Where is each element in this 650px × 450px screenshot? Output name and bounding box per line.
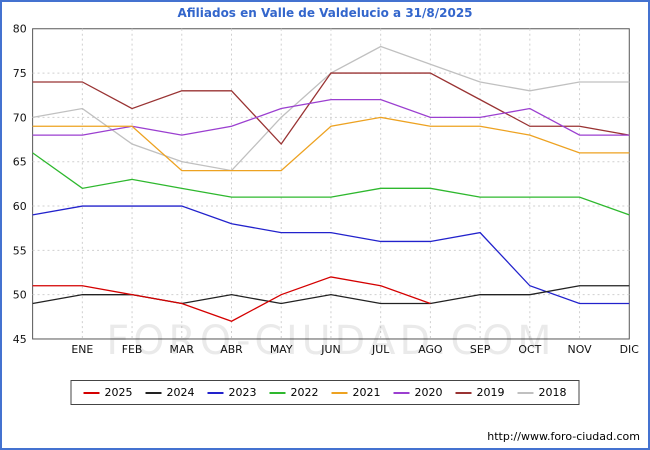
y-tick-label: 70 — [13, 111, 27, 124]
legend-year-label: 2018 — [538, 386, 567, 399]
legend-item-2025: 2025 — [83, 386, 133, 399]
y-tick-label: 65 — [13, 156, 27, 169]
y-tick-label: 55 — [13, 244, 27, 257]
x-tick-label: ABR — [220, 343, 243, 356]
series-line-2019 — [32, 72, 630, 146]
y-tick-label: 45 — [13, 333, 27, 346]
legend-line-swatch-icon — [83, 391, 100, 394]
y-tick-label: 80 — [13, 23, 27, 36]
legend-line-swatch-icon — [393, 391, 410, 394]
series-line-2022 — [32, 152, 630, 216]
legend-year-label: 2020 — [414, 386, 443, 399]
legend-year-label: 2021 — [352, 386, 381, 399]
footer-url-link[interactable]: http://www.foro-ciudad.com — [487, 430, 640, 443]
x-tick-label: MAY — [270, 343, 293, 356]
legend-item-2020: 2020 — [393, 386, 443, 399]
x-tick-label: OCT — [518, 343, 541, 356]
y-tick-label: 75 — [13, 67, 27, 80]
x-tick-label: AGO — [418, 343, 442, 356]
legend-line-swatch-icon — [455, 391, 472, 394]
legend-year-label: 2024 — [166, 386, 195, 399]
legend-item-2023: 2023 — [207, 386, 257, 399]
watermark-text: FORO-CIUDAD.COM — [106, 318, 555, 364]
legend-line-swatch-icon — [207, 391, 224, 394]
x-tick-label: MAR — [170, 343, 195, 356]
x-tick-label: SEP — [470, 343, 491, 356]
x-tick-label: ENE — [71, 343, 93, 356]
legend: 2025 2024 2023 2022 2021 2020 2019 2018 — [70, 380, 580, 405]
y-tick-label: 50 — [13, 289, 27, 302]
series-line-2021 — [32, 116, 630, 172]
legend-line-swatch-icon — [331, 391, 348, 394]
legend-item-2019: 2019 — [455, 386, 505, 399]
x-tick-label: JUN — [320, 343, 340, 356]
legend-item-2021: 2021 — [331, 386, 381, 399]
legend-year-label: 2019 — [476, 386, 505, 399]
legend-item-2022: 2022 — [269, 386, 319, 399]
x-tick-label: NOV — [568, 343, 593, 356]
legend-item-2018: 2018 — [517, 386, 567, 399]
legend-line-swatch-icon — [269, 391, 286, 394]
chart-title: Afiliados en Valle de Valdelucio a 31/8/… — [177, 6, 473, 20]
legend-year-label: 2025 — [104, 386, 133, 399]
x-tick-label: FEB — [122, 343, 143, 356]
legend-item-2024: 2024 — [145, 386, 195, 399]
legend-line-swatch-icon — [517, 391, 534, 394]
x-tick-label: DIC — [620, 343, 640, 356]
y-tick-label: 60 — [13, 200, 27, 213]
legend-year-label: 2023 — [228, 386, 257, 399]
legend-line-swatch-icon — [145, 391, 162, 394]
series-line-2025 — [32, 276, 431, 322]
x-tick-label: JUL — [371, 343, 390, 356]
legend-year-label: 2022 — [290, 386, 319, 399]
series-line-2023 — [32, 205, 630, 305]
